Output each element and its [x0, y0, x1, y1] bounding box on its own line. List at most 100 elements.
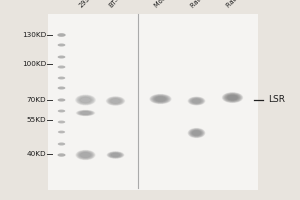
Ellipse shape	[157, 97, 164, 101]
Ellipse shape	[230, 96, 236, 99]
Ellipse shape	[190, 130, 202, 136]
Ellipse shape	[110, 152, 122, 158]
Ellipse shape	[154, 96, 167, 102]
Ellipse shape	[83, 99, 88, 101]
Ellipse shape	[81, 98, 90, 102]
Ellipse shape	[193, 99, 201, 103]
Ellipse shape	[225, 94, 240, 101]
Ellipse shape	[192, 130, 201, 136]
Ellipse shape	[112, 154, 118, 156]
Ellipse shape	[109, 98, 122, 104]
Ellipse shape	[57, 33, 66, 37]
Ellipse shape	[79, 111, 92, 115]
Ellipse shape	[192, 99, 201, 103]
Ellipse shape	[108, 97, 123, 105]
Ellipse shape	[114, 154, 117, 156]
Ellipse shape	[158, 98, 163, 100]
Ellipse shape	[229, 96, 236, 99]
Ellipse shape	[80, 152, 91, 158]
Ellipse shape	[79, 152, 92, 158]
Ellipse shape	[113, 100, 118, 102]
Ellipse shape	[189, 129, 204, 137]
Ellipse shape	[82, 153, 88, 157]
Ellipse shape	[225, 94, 240, 102]
Ellipse shape	[58, 121, 65, 123]
Ellipse shape	[58, 110, 65, 112]
Ellipse shape	[194, 131, 200, 135]
Ellipse shape	[106, 97, 124, 105]
Ellipse shape	[158, 98, 163, 100]
Ellipse shape	[195, 100, 198, 102]
Ellipse shape	[153, 96, 168, 102]
Ellipse shape	[150, 94, 171, 104]
Ellipse shape	[81, 112, 90, 114]
Ellipse shape	[76, 150, 95, 160]
Ellipse shape	[149, 94, 172, 104]
Ellipse shape	[226, 94, 239, 101]
Ellipse shape	[112, 99, 119, 103]
Ellipse shape	[189, 128, 204, 138]
Ellipse shape	[78, 111, 93, 115]
Ellipse shape	[195, 132, 198, 134]
Ellipse shape	[82, 112, 89, 114]
Ellipse shape	[81, 98, 90, 102]
Ellipse shape	[82, 98, 89, 102]
Ellipse shape	[108, 97, 123, 105]
Ellipse shape	[152, 95, 169, 103]
Ellipse shape	[196, 132, 197, 134]
Ellipse shape	[85, 154, 86, 156]
Ellipse shape	[79, 111, 92, 115]
Ellipse shape	[107, 97, 124, 105]
Ellipse shape	[110, 98, 122, 104]
Text: 100KD: 100KD	[22, 61, 46, 67]
Ellipse shape	[113, 100, 118, 102]
Text: 40KD: 40KD	[27, 151, 46, 157]
Ellipse shape	[231, 97, 234, 98]
Ellipse shape	[192, 99, 201, 103]
Ellipse shape	[78, 110, 93, 116]
Ellipse shape	[112, 153, 119, 157]
Ellipse shape	[188, 128, 205, 138]
Ellipse shape	[80, 152, 91, 158]
Ellipse shape	[114, 100, 117, 102]
Ellipse shape	[189, 129, 204, 137]
Ellipse shape	[230, 97, 235, 99]
Ellipse shape	[194, 100, 199, 102]
Ellipse shape	[188, 128, 206, 138]
Ellipse shape	[194, 100, 199, 102]
Ellipse shape	[113, 154, 118, 156]
Ellipse shape	[109, 98, 122, 104]
Ellipse shape	[77, 151, 94, 159]
Ellipse shape	[83, 154, 88, 156]
Ellipse shape	[193, 131, 200, 135]
Ellipse shape	[79, 111, 92, 115]
Ellipse shape	[224, 93, 241, 102]
Ellipse shape	[76, 110, 94, 116]
Ellipse shape	[158, 98, 164, 100]
Ellipse shape	[224, 93, 241, 102]
Ellipse shape	[108, 97, 123, 105]
Ellipse shape	[82, 153, 89, 157]
Ellipse shape	[151, 95, 170, 103]
Ellipse shape	[152, 95, 169, 103]
Ellipse shape	[152, 95, 169, 103]
Ellipse shape	[82, 98, 89, 102]
Ellipse shape	[81, 112, 90, 114]
Ellipse shape	[78, 111, 93, 115]
Ellipse shape	[107, 97, 124, 105]
FancyBboxPatch shape	[48, 14, 258, 190]
Ellipse shape	[192, 130, 201, 136]
Ellipse shape	[222, 92, 243, 103]
Ellipse shape	[107, 151, 124, 159]
Ellipse shape	[84, 99, 87, 101]
Ellipse shape	[113, 100, 118, 102]
Ellipse shape	[112, 100, 118, 102]
Ellipse shape	[194, 131, 199, 135]
Ellipse shape	[82, 98, 89, 102]
Text: Mouse brain: Mouse brain	[153, 0, 186, 9]
Ellipse shape	[227, 95, 238, 101]
Ellipse shape	[195, 100, 198, 102]
Ellipse shape	[188, 97, 205, 105]
Ellipse shape	[190, 98, 203, 104]
Ellipse shape	[83, 112, 88, 114]
